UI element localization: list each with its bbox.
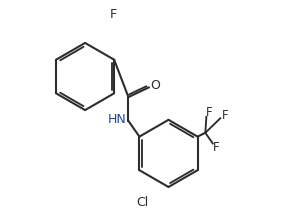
- Text: F: F: [206, 106, 213, 119]
- Text: O: O: [150, 79, 160, 92]
- Text: F: F: [213, 141, 219, 155]
- Text: HN: HN: [108, 113, 127, 126]
- Text: F: F: [221, 109, 228, 122]
- Text: Cl: Cl: [136, 196, 148, 209]
- Text: F: F: [110, 8, 117, 21]
